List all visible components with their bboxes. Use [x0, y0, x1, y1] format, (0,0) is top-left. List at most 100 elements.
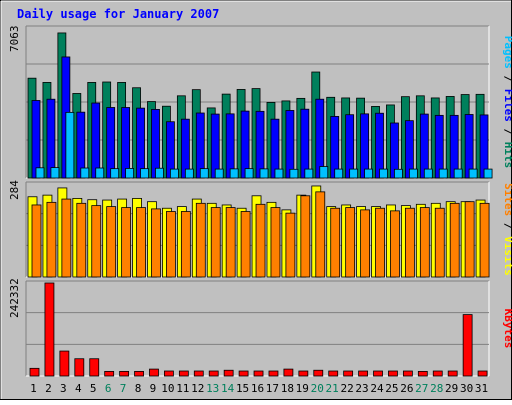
- bar-kbytes-day-5: [89, 358, 100, 377]
- bar-kbytes-day-13: [208, 370, 219, 377]
- x-tick-label-18: 18: [281, 382, 294, 395]
- bar-sites-day-26: [404, 207, 415, 278]
- bar-sites-day-6: [106, 206, 117, 278]
- bar-sites-day-17: [270, 207, 281, 278]
- x-tick-label-27: 27: [415, 382, 428, 395]
- bar-pages-day-23: [364, 168, 373, 179]
- bar-pages-day-6: [110, 168, 120, 179]
- bar-sites-day-12: [195, 202, 206, 278]
- panel-kbytes-series-labels: KBytes: [502, 309, 512, 349]
- x-tick-label-14: 14: [221, 382, 235, 395]
- x-tick-label-4: 4: [75, 382, 82, 395]
- bar-files-day-13: [210, 113, 220, 179]
- bar-files-day-23: [360, 113, 369, 179]
- bar-kbytes-day-29: [447, 370, 458, 377]
- bar-kbytes-day-22: [343, 370, 354, 377]
- bar-sites-day-31: [479, 202, 490, 278]
- bar-sites-day-28: [434, 207, 445, 278]
- series-label-separator: /: [502, 122, 512, 142]
- bar-sites-day-24: [375, 207, 385, 278]
- bar-sites-day-20: [315, 191, 326, 278]
- bar-pages-day-20: [319, 166, 329, 179]
- bar-pages-day-29: [453, 168, 463, 179]
- bar-kbytes-day-15: [238, 370, 249, 377]
- bar-sites-day-19: [300, 195, 311, 278]
- bar-kbytes-day-17: [268, 370, 279, 377]
- panel2-ymax-label: 284: [8, 180, 21, 200]
- bar-kbytes-day-7: [119, 370, 130, 377]
- bar-files-day-15: [240, 110, 250, 179]
- bar-sites-day-7: [121, 207, 132, 278]
- bar-files-day-30: [464, 114, 474, 179]
- bar-kbytes-day-18: [283, 368, 294, 377]
- x-tick-label-19: 19: [296, 382, 309, 395]
- bar-sites-day-27: [419, 207, 430, 278]
- bar-kbytes-day-14: [223, 369, 234, 377]
- x-tick-label-1: 1: [30, 382, 37, 395]
- bar-files-day-31: [479, 114, 489, 179]
- bar-files-day-5: [91, 102, 101, 179]
- bar-kbytes-day-11: [178, 370, 189, 377]
- bar-pages-day-25: [394, 168, 403, 179]
- bar-files-day-29: [449, 114, 459, 179]
- bar-pages-day-16: [259, 168, 269, 179]
- x-tick-label-6: 6: [105, 382, 112, 395]
- bar-sites-day-18: [285, 212, 296, 278]
- bar-sites-day-9: [151, 208, 161, 278]
- bar-kbytes-day-25: [388, 370, 398, 377]
- bar-kbytes-day-2: [44, 282, 55, 377]
- bar-kbytes-day-28: [432, 370, 443, 377]
- panel-visits_sites-series-labels: Sites / Visits: [502, 183, 512, 276]
- bar-pages-day-5: [95, 167, 105, 179]
- x-tick-label-3: 3: [60, 382, 67, 395]
- series-label-separator: /: [502, 69, 512, 89]
- bar-sites-day-11: [180, 211, 191, 278]
- x-tick-label-7: 7: [120, 382, 127, 395]
- bar-files-day-24: [375, 112, 384, 179]
- bar-sites-day-13: [210, 207, 221, 278]
- x-tick-label-8: 8: [135, 382, 142, 395]
- bar-pages-day-7: [125, 168, 135, 179]
- series-label-pages: Pages: [502, 36, 512, 69]
- bar-kbytes-day-1: [29, 367, 40, 377]
- bar-files-day-7: [121, 107, 131, 179]
- bar-pages-day-27: [423, 168, 433, 179]
- x-tick-label-12: 12: [191, 382, 204, 395]
- bar-files-day-6: [106, 107, 116, 179]
- bar-files-day-22: [345, 114, 355, 179]
- bar-pages-day-10: [170, 168, 179, 179]
- bar-pages-day-28: [438, 168, 448, 179]
- x-tick-label-11: 11: [176, 382, 189, 395]
- bar-sites-day-5: [91, 205, 102, 278]
- x-tick-label-30: 30: [460, 382, 473, 395]
- series-label-visits: Visits: [502, 236, 512, 276]
- series-label-separator: /: [502, 216, 512, 236]
- series-label-sites: Sites: [502, 183, 512, 216]
- panel-kbytes-bg: [26, 281, 489, 376]
- x-tick-label-26: 26: [400, 382, 413, 395]
- bar-kbytes-day-27: [417, 370, 428, 377]
- bar-files-day-28: [434, 114, 444, 179]
- chart-title: Daily usage for January 2007: [17, 7, 219, 21]
- bar-pages-day-3: [65, 111, 75, 179]
- bar-files-day-16: [255, 110, 265, 179]
- bar-pages-day-21: [334, 168, 344, 179]
- bar-kbytes-day-16: [253, 370, 264, 377]
- bar-pages-day-11: [184, 168, 194, 179]
- bar-files-day-8: [136, 107, 145, 179]
- bar-pages-day-9: [155, 167, 164, 179]
- series-label-kbytes: KBytes: [502, 309, 512, 349]
- bar-sites-day-30: [464, 201, 475, 278]
- bar-pages-day-14: [229, 168, 239, 179]
- bar-sites-day-15: [240, 211, 251, 278]
- bar-sites-day-10: [166, 211, 176, 278]
- x-tick-label-28: 28: [430, 382, 443, 395]
- bar-files-day-19: [300, 108, 310, 179]
- bar-pages-day-4: [80, 167, 90, 179]
- x-tick-label-5: 5: [90, 382, 97, 395]
- x-tick-label-31: 31: [475, 382, 488, 395]
- panel-hits_files_pages-series-labels: Pages / Files / Hits: [502, 36, 512, 169]
- bar-pages-day-30: [468, 168, 478, 179]
